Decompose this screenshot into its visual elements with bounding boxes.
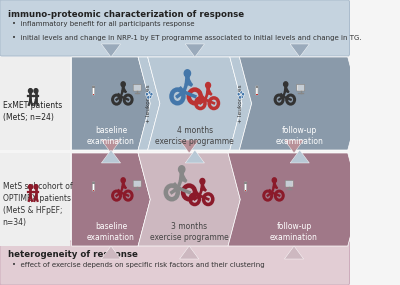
- Polygon shape: [180, 246, 199, 259]
- Text: + leukocytes: + leukocytes: [146, 84, 152, 123]
- Text: 4 months
exercise programme: 4 months exercise programme: [156, 126, 234, 146]
- Text: ExMET patients
(MetS; n=24): ExMET patients (MetS; n=24): [3, 101, 62, 122]
- Circle shape: [242, 92, 245, 96]
- FancyBboxPatch shape: [285, 180, 293, 187]
- Polygon shape: [138, 57, 160, 150]
- Circle shape: [34, 185, 38, 189]
- Bar: [93, 93, 94, 95]
- Circle shape: [206, 82, 210, 88]
- Circle shape: [240, 95, 244, 98]
- Circle shape: [284, 82, 288, 87]
- Polygon shape: [101, 246, 120, 259]
- Circle shape: [34, 89, 38, 93]
- Circle shape: [240, 91, 243, 94]
- FancyBboxPatch shape: [92, 182, 94, 191]
- Polygon shape: [72, 153, 150, 246]
- Polygon shape: [185, 150, 204, 163]
- Polygon shape: [284, 246, 304, 259]
- Text: •  initial levels and change in NRP-1 by ET programme associated to initial leve: • initial levels and change in NRP-1 by …: [12, 35, 362, 41]
- Circle shape: [121, 178, 125, 183]
- Bar: [256, 93, 258, 95]
- FancyBboxPatch shape: [244, 182, 247, 191]
- Polygon shape: [180, 140, 199, 153]
- Text: baseline
examination: baseline examination: [87, 222, 135, 242]
- Bar: [92, 182, 95, 184]
- Text: follow-up
examination: follow-up examination: [276, 126, 324, 146]
- Text: immuno-proteomic characterization of response: immuno-proteomic characterization of res…: [8, 10, 244, 19]
- Circle shape: [178, 166, 185, 173]
- Bar: [93, 190, 94, 191]
- Circle shape: [184, 70, 190, 77]
- Bar: [134, 181, 140, 186]
- Text: baseline
examination: baseline examination: [87, 126, 135, 146]
- Bar: [92, 86, 95, 87]
- Polygon shape: [148, 57, 242, 150]
- Bar: [134, 85, 140, 90]
- Polygon shape: [240, 57, 360, 150]
- FancyBboxPatch shape: [297, 84, 304, 91]
- Polygon shape: [138, 153, 240, 246]
- FancyBboxPatch shape: [256, 86, 258, 95]
- Text: follow-up
examination: follow-up examination: [270, 222, 318, 242]
- Text: + leukocytes: + leukocytes: [238, 84, 243, 123]
- Circle shape: [200, 178, 205, 184]
- Circle shape: [28, 185, 32, 189]
- Polygon shape: [101, 44, 120, 57]
- Polygon shape: [185, 44, 204, 57]
- FancyBboxPatch shape: [0, 241, 350, 285]
- Bar: [244, 182, 247, 184]
- Circle shape: [150, 92, 153, 96]
- Circle shape: [272, 178, 276, 183]
- Circle shape: [238, 96, 242, 99]
- Text: MetS subcohort of
OPTIMEX patients
(MetS & HFpEF;
n=34): MetS subcohort of OPTIMEX patients (MetS…: [3, 182, 72, 227]
- Circle shape: [148, 91, 151, 94]
- Circle shape: [237, 92, 240, 96]
- Polygon shape: [72, 57, 150, 150]
- Polygon shape: [290, 150, 309, 163]
- Circle shape: [121, 82, 125, 87]
- Text: •  inflammatory benefit for all participants response: • inflammatory benefit for all participa…: [12, 21, 195, 27]
- FancyBboxPatch shape: [92, 86, 94, 95]
- Text: heterogeneity of response: heterogeneity of response: [8, 250, 138, 259]
- Polygon shape: [101, 140, 120, 153]
- Circle shape: [145, 92, 148, 96]
- Polygon shape: [228, 153, 360, 246]
- Bar: [286, 181, 292, 186]
- Bar: [0, 57, 70, 150]
- Bar: [0, 153, 70, 246]
- Polygon shape: [290, 44, 309, 57]
- Polygon shape: [230, 57, 252, 150]
- Polygon shape: [101, 150, 120, 163]
- Bar: [256, 86, 258, 87]
- Circle shape: [147, 96, 150, 99]
- FancyBboxPatch shape: [133, 180, 141, 187]
- Text: •  effect of exercise depends on specific risk factors and their clustering: • effect of exercise depends on specific…: [12, 262, 265, 268]
- Bar: [298, 85, 304, 90]
- Text: 3 months
exercise programme: 3 months exercise programme: [150, 222, 228, 242]
- Polygon shape: [284, 140, 304, 153]
- Circle shape: [149, 95, 152, 98]
- FancyBboxPatch shape: [133, 84, 141, 91]
- FancyBboxPatch shape: [0, 0, 350, 56]
- Bar: [245, 190, 246, 191]
- Circle shape: [28, 89, 32, 93]
